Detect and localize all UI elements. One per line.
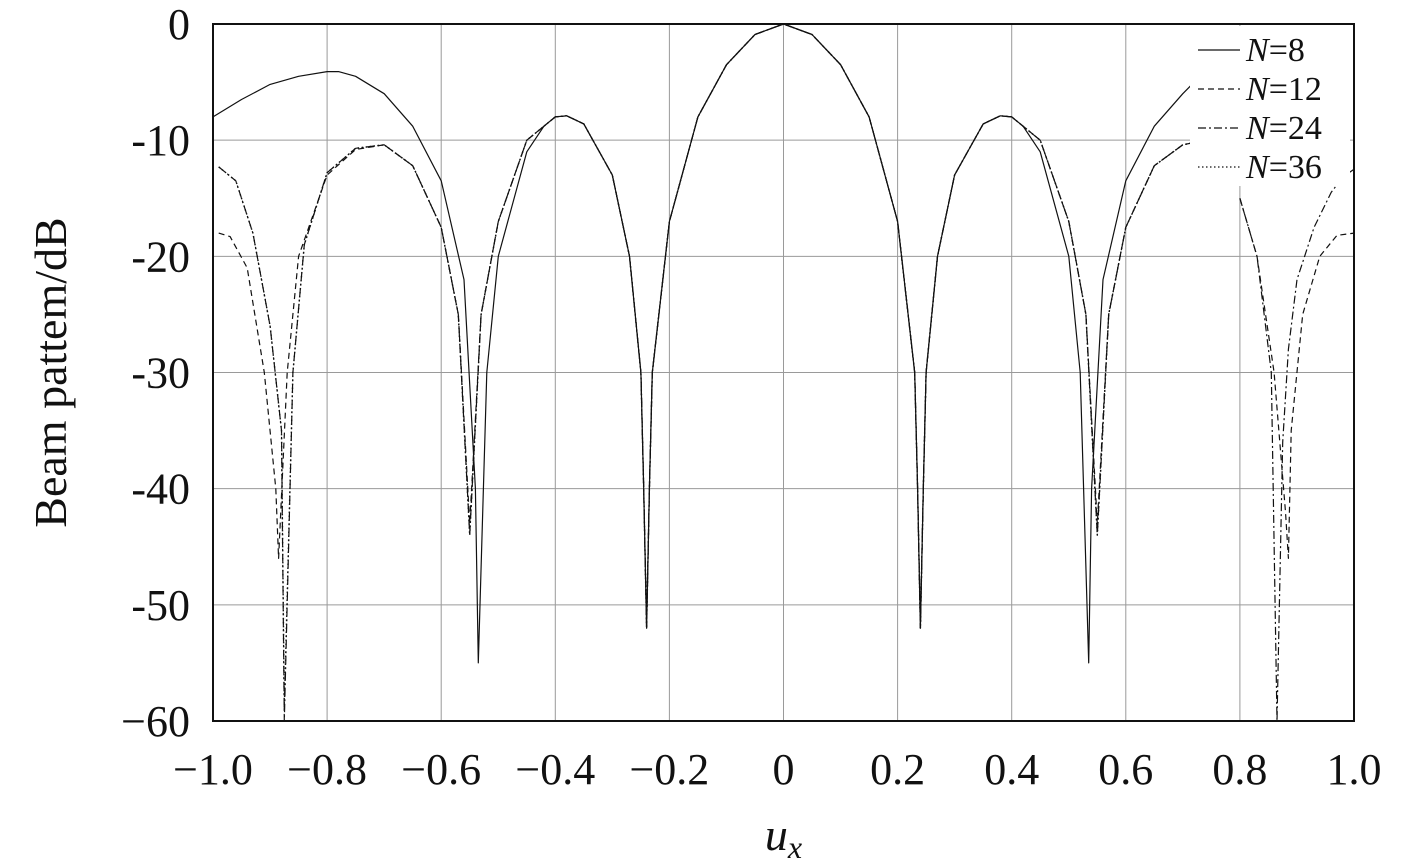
x-tick-label: 0.2 [870,745,925,794]
x-tick-label: −0.2 [629,745,709,794]
series-line-n-36 [218,23,1195,711]
y-tick-label: -10 [131,116,190,165]
x-tick-labels: −1.0 −0.8 −0.6 −0.4 −0.2 0 0.2 0.4 0.6 0.8 1.0 [173,745,1381,794]
x-tick-label: −0.6 [401,745,481,794]
x-axis-label-main: u [765,809,788,860]
series-line-n-8 [212,23,1195,664]
legend-label: N=36 [1245,149,1322,186]
y-tick-label: −60 [121,697,190,746]
x-tick-label: −0.8 [287,745,367,794]
y-tick-labels: 0 -10 -20 -30 -40 -50 −60 [121,0,190,746]
legend-background [1190,26,1350,186]
legend-label-value: =36 [1269,149,1322,186]
x-tick-label: −1.0 [173,745,253,794]
legend-label-value: =8 [1269,32,1305,69]
x-axis-label: ux [765,809,802,865]
y-tick-label: -40 [131,465,190,514]
plot-frame [212,23,1355,722]
legend-label-var: N [1245,71,1271,108]
legend-label: N=12 [1245,71,1322,108]
y-axis-label: Beam pattem/dB [25,217,76,527]
legend-label: N=24 [1245,110,1322,147]
x-tick-label: −0.4 [515,745,595,794]
y-tick-label: -30 [131,349,190,398]
series-line-n-12 [218,23,1195,629]
legend: N=8N=12N=24N=36 [1190,26,1350,186]
legend-label-value: =12 [1269,71,1322,108]
legend-label: N=8 [1245,32,1305,69]
legend-label-var: N [1245,32,1271,69]
x-tick-label: 0.8 [1212,745,1267,794]
x-tick-label: 0 [773,745,795,794]
x-tick-label: 0.4 [984,745,1039,794]
x-tick-label: 1.0 [1327,745,1382,794]
series-line-extra-5 [1239,168,1355,722]
y-tick-label: 0 [168,0,190,49]
x-axis-label-sub: x [787,829,802,865]
y-tick-label: -20 [131,232,190,281]
plot-series [212,23,1355,722]
y-tick-label: -50 [131,581,190,630]
x-tick-label: 0.6 [1098,745,1153,794]
legend-label-var: N [1245,149,1271,186]
legend-label-var: N [1245,110,1271,147]
series-line-extra-4 [1239,198,1355,560]
legend-label-value: =24 [1269,110,1322,147]
grid [212,23,1355,722]
